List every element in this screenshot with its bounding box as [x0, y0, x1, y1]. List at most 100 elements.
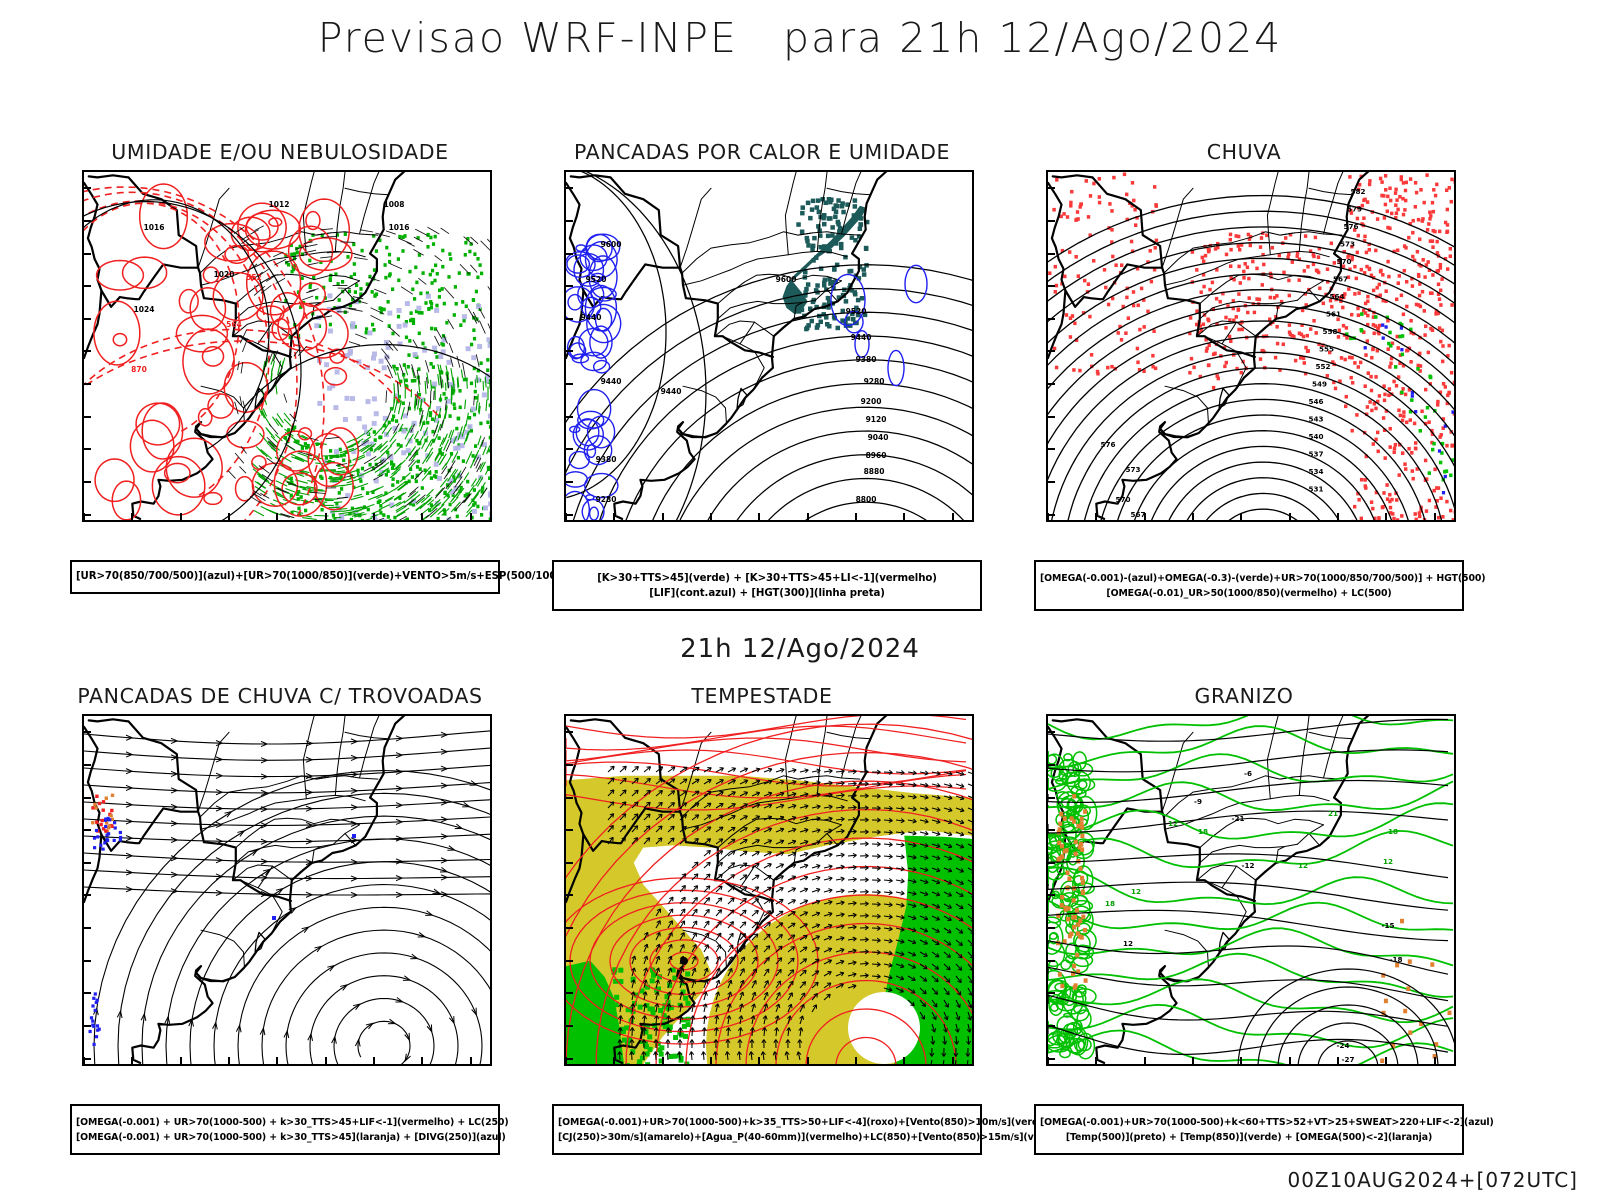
legend-chuva: [OMEGA(-0.001)-(azul)+OMEGA(-0.3)-(verde…: [1034, 560, 1486, 611]
y-axis-tick-mark: [1048, 187, 1055, 190]
svg-text:12: 12: [1131, 887, 1141, 896]
y-axis-tick-mark: [1048, 350, 1055, 353]
map-canvas-tempestade: [566, 716, 972, 1064]
svg-text:9440: 9440: [601, 377, 622, 386]
x-axis-tick-mark: [373, 1057, 375, 1064]
y-axis-tick-mark: [84, 796, 91, 799]
y-axis-tick-mark: [84, 829, 91, 832]
y-axis-tick-mark: [566, 513, 573, 516]
x-axis-tick-mark: [1240, 513, 1243, 520]
svg-text:564: 564: [226, 320, 242, 329]
y-axis-tick-mark: [566, 448, 573, 451]
svg-text:18: 18: [1198, 827, 1208, 836]
x-axis-tick-mark: [1143, 513, 1146, 520]
legend-line: [UR>70(850/700/500)](azul)+[UR>70(1000/8…: [76, 571, 568, 582]
map-canvas-chuva: 5825795765735705675645615585555525495465…: [1048, 172, 1454, 520]
map-plot-tempestade[interactable]: 12S15S18S21S24S27S30S33S36S39S42S70W65W6…: [564, 714, 974, 1066]
y-axis-tick-mark: [84, 383, 91, 386]
y-axis-tick-mark: [1048, 731, 1055, 734]
svg-text:9120: 9120: [866, 415, 887, 424]
svg-text:-6: -6: [1244, 769, 1252, 778]
x-axis-tick-mark: [613, 513, 616, 520]
legend-line: [OMEGA(-0.01)_UR>50(1000/850)(vermelho) …: [1106, 588, 1392, 599]
svg-text:564: 564: [1329, 292, 1344, 301]
legend-line: [OMEGA(-0.001) + UR>70(1000-500) + k>30_…: [76, 1117, 509, 1128]
x-axis-tick-mark: [1337, 513, 1339, 520]
y-axis-tick-mark: [1048, 219, 1055, 222]
y-axis-tick-mark: [566, 992, 573, 995]
svg-text:9440: 9440: [851, 333, 872, 342]
y-axis-tick-mark: [566, 415, 573, 418]
svg-text:1008: 1008: [384, 200, 405, 209]
y-axis-tick-mark: [566, 187, 573, 190]
y-axis-tick-mark: [566, 317, 573, 320]
x-axis-tick-mark: [421, 513, 424, 520]
x-axis-tick-mark: [84, 1057, 85, 1064]
x-axis-tick-mark: [1048, 513, 1049, 520]
x-axis-tick-mark: [613, 1057, 616, 1064]
map-canvas-pancadas-trovoadas: [84, 716, 490, 1064]
svg-text:576: 576: [1343, 222, 1358, 231]
y-axis-tick-mark: [1048, 959, 1055, 962]
x-axis-tick-mark: [566, 1057, 567, 1064]
y-axis-tick-mark: [84, 187, 91, 190]
svg-text:555: 555: [1319, 345, 1334, 354]
svg-text:546: 546: [1308, 397, 1323, 406]
y-axis-tick-mark: [1048, 829, 1055, 832]
svg-text:534: 534: [1308, 467, 1323, 476]
run-footer-label: 00Z10AUG2024+[072UTC]: [1287, 1168, 1578, 1192]
svg-text:12: 12: [1383, 857, 1393, 866]
x-axis-tick-mark: [131, 1057, 134, 1064]
legend-line: [OMEGA(-0.001)+UR>70(1000-500)+k>35_TTS>…: [558, 1117, 1049, 1128]
svg-text:870: 870: [131, 365, 147, 374]
x-axis-tick-mark: [855, 1057, 857, 1064]
svg-text:558: 558: [1322, 327, 1337, 336]
x-axis-tick-mark: [324, 513, 327, 520]
x-axis-tick-mark: [1095, 513, 1098, 520]
x-axis-tick-mark: [1095, 1057, 1098, 1064]
x-axis-tick-mark: [806, 513, 809, 520]
map-canvas-umidade: 1012 1016 1020 1024 870 552 564 1008 1016: [84, 172, 490, 520]
panel-title-pancadas-trovoadas: PANCADAS DE CHUVA C/ TROVOADAS: [77, 684, 483, 708]
y-axis-tick-mark: [566, 959, 573, 962]
y-axis-tick-mark: [84, 219, 91, 222]
svg-text:-15: -15: [1382, 921, 1395, 930]
y-axis-tick-mark: [84, 480, 91, 483]
y-axis-tick-mark: [566, 796, 573, 799]
x-axis-tick-mark: [1048, 1057, 1049, 1064]
svg-text:-12: -12: [1242, 861, 1255, 870]
y-axis-tick-mark: [566, 350, 573, 353]
svg-text:12: 12: [1298, 861, 1308, 870]
x-axis-tick-mark: [758, 1057, 761, 1064]
panel-title-tempestade: TEMPESTADE: [691, 684, 833, 708]
y-axis-tick-mark: [84, 731, 91, 734]
legend-line: [Temp(500)](preto) + [Temp(850)](verde) …: [1065, 1132, 1433, 1143]
y-axis-tick-mark: [566, 829, 573, 832]
svg-text:543: 543: [1308, 415, 1323, 424]
svg-text:1016: 1016: [389, 223, 410, 232]
y-axis-tick-mark: [566, 731, 573, 734]
svg-text:-21: -21: [1232, 814, 1245, 823]
svg-text:9440: 9440: [581, 313, 602, 322]
y-axis-tick-mark: [84, 448, 91, 451]
map-plot-pancadas-calor[interactable]: 9600 9520 9440 9380 9280 9200 9120 9040 8960 8880…: [564, 170, 974, 522]
svg-text:552: 552: [1315, 362, 1330, 371]
x-axis-tick-mark: [84, 513, 85, 520]
svg-text:8800: 8800: [856, 495, 877, 504]
y-axis-tick-mark: [566, 252, 573, 255]
svg-text:-24: -24: [1337, 1041, 1350, 1050]
y-axis-tick-mark: [566, 894, 573, 897]
map-plot-chuva[interactable]: 582 579 576 573 570 567 564 561 558 555 552 549 546 5…: [1046, 170, 1456, 522]
svg-text:570: 570: [1115, 495, 1130, 504]
svg-text:582: 582: [1350, 187, 1365, 196]
map-plot-granizo[interactable]: -6 -9 -12 -15 -18 -21 -24 -27 12 18 21 18 12 12 12 12 18…: [1046, 714, 1456, 1066]
x-axis-tick-mark: [179, 1057, 182, 1064]
map-plot-pancadas-trovoadas[interactable]: 12S15S18S21S24S27S30S33S36S39S42S70W65W6…: [82, 714, 492, 1066]
x-axis-tick-mark: [324, 1057, 327, 1064]
panel-tempestade: TEMPESTADE 12S15S18S21S24S27S30S33S36S39…: [527, 684, 1059, 1155]
y-axis-tick-mark: [566, 285, 573, 288]
y-axis-tick-mark: [84, 513, 91, 516]
y-axis-tick-mark: [566, 927, 573, 930]
x-axis-tick-mark: [421, 1057, 424, 1064]
